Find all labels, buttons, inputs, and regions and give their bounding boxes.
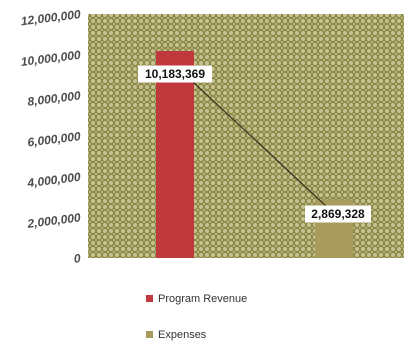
legend-label: Expenses: [158, 329, 207, 341]
data-label-box: [305, 205, 371, 223]
data-labels: 10,183,369 2,869,328: [138, 65, 371, 223]
connector-line: [192, 81, 327, 207]
legend: Program Revenue Expenses: [146, 293, 247, 341]
y-tick-label: 10,000,000: [20, 48, 82, 69]
y-tick-label: 0: [73, 251, 82, 266]
y-tick-label: 8,000,000: [27, 88, 82, 108]
legend-label: Program Revenue: [158, 293, 247, 305]
data-label: 2,869,328: [311, 207, 365, 221]
bar-program-revenue: [156, 50, 194, 258]
data-label: 10,183,369: [145, 67, 205, 81]
y-axis: 0 2,000,000 4,000,000 6,000,000 8,000,000 10,…: [20, 7, 82, 266]
connector: [192, 81, 327, 207]
legend-swatch: [146, 295, 153, 302]
y-tick-label: 12,000,000: [20, 7, 82, 28]
data-label-box: [138, 65, 212, 83]
y-tick-label: 2,000,000: [26, 210, 82, 231]
y-tick-label: 6,000,000: [27, 129, 82, 149]
legend-swatch: [146, 331, 153, 338]
y-tick-label: 4,000,000: [26, 170, 82, 191]
